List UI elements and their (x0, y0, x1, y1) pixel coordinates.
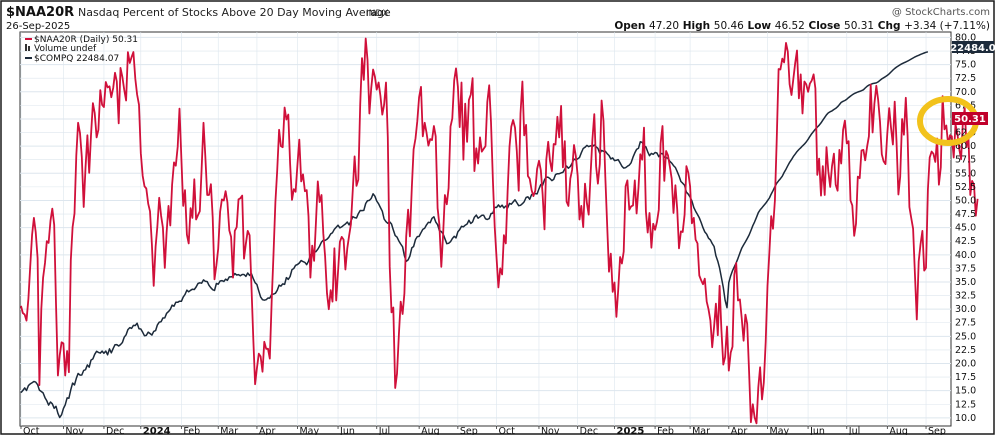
legend: $NAA20R (Daily) 50.31 Volume undef $COMP… (25, 35, 138, 64)
x-tick-label: Nov (541, 426, 560, 435)
chart-date: 26-Sep-2025 (6, 21, 70, 32)
x-tick-label: Oct (499, 426, 516, 435)
x-tick-label: Jun (809, 426, 825, 435)
x-tick-label: Jul (848, 426, 860, 435)
series-layer (20, 37, 979, 425)
compq-price-label: 22484.0 (950, 43, 995, 54)
y-tick-label: 27.5 (955, 318, 976, 329)
x-tick-label: Dec (580, 426, 598, 435)
x-tick-label: May (770, 426, 790, 435)
volume-bar-icon (25, 44, 27, 51)
y-tick-label: 60.0 (955, 141, 976, 152)
y-tick-label: 75.0 (955, 60, 976, 71)
y-tick-label: 47.5 (955, 209, 976, 220)
y-tick-label: 20.0 (955, 359, 976, 370)
y-tick-label: 35.0 (955, 277, 976, 288)
y-tick-label: 45.0 (955, 223, 976, 234)
x-tick-label: Feb (657, 426, 674, 435)
y-tick-label: 25.0 (955, 331, 976, 342)
naa20r-price-label: 50.31 (954, 114, 986, 125)
series-line-naa20r (20, 37, 979, 425)
y-tick-label: 42.5 (955, 236, 976, 247)
high-value: 50.46 (714, 20, 744, 32)
naa20r-price-tag (952, 112, 988, 125)
legend-label-compq: $COMPQ 22484.07 (34, 54, 119, 64)
x-tick-label: Apr (259, 426, 276, 435)
y-axis: 10.0 12.5 15.0 17.5 20.0 22.5 25.0 27.5 30.0 32.5… (955, 32, 976, 423)
x-tick-label: Dec (106, 426, 124, 435)
chart-exchange: INDX (366, 9, 388, 19)
y-tick-label: 22.5 (955, 345, 976, 356)
open-label: Open (614, 20, 645, 32)
x-tick-label: 2025 (617, 426, 645, 435)
y-tick-label: 15.0 (955, 386, 976, 397)
legend-label-naa20r: $NAA20R (Daily) 50.31 (34, 35, 138, 45)
series-line-compq (20, 51, 929, 419)
chart-description: Nasdaq Percent of Stocks Above 20 Day Mo… (78, 6, 391, 19)
high-label: High (683, 20, 710, 32)
open-value: 47.20 (649, 20, 679, 32)
y-tick-label: 17.5 (955, 372, 976, 383)
x-tick-label: Apr (731, 426, 748, 435)
x-tick-label: May (299, 426, 319, 435)
low-label: Low (748, 20, 772, 32)
volume-bar-icon-2 (28, 46, 30, 51)
low-value: 46.52 (775, 20, 805, 32)
x-tick-label: Jun (339, 426, 355, 435)
x-tick-label: Mar (692, 426, 710, 435)
close-label: Close (809, 20, 841, 32)
x-tick-label: Aug (889, 426, 908, 435)
gridlines (20, 32, 951, 426)
y-tick-label: 30.0 (955, 304, 976, 315)
y-tick-label: 52.5 (955, 182, 976, 193)
y-tick-label: 57.5 (955, 155, 976, 166)
x-tick-label: Aug (421, 426, 440, 435)
x-tick-label: 2024 (143, 426, 171, 435)
y-tick-label: 12.5 (955, 399, 976, 410)
x-tick-label: Jul (378, 426, 390, 435)
chg-value: +3.34 (+7.11%) (904, 20, 990, 32)
x-axis: Oct Nov Dec 2024 Feb Mar Apr May Jun Jul Aug Sep Oct… (20, 426, 946, 437)
y-tick-label: 50.0 (955, 195, 976, 206)
close-value: 50.31 (844, 20, 874, 32)
x-tick-label: Sep (460, 426, 478, 435)
x-tick-label: Sep (928, 426, 946, 435)
y-tick-label: 80.0 (955, 32, 976, 43)
x-tick-label: Nov (65, 426, 84, 435)
y-tick-label: 70.0 (955, 87, 976, 98)
y-tick-label: 10.0 (955, 413, 976, 424)
chg-label: Chg (878, 20, 901, 32)
x-tick-label: Feb (183, 426, 200, 435)
x-tick-label: Oct (23, 426, 40, 435)
y-tick-label: 37.5 (955, 263, 976, 274)
chart-symbol: $NAA20R (6, 5, 74, 20)
y-tick-label: 62.5 (955, 128, 976, 139)
legend-label-volume: Volume undef (34, 44, 97, 54)
y-tick-label: 32.5 (955, 291, 976, 302)
plot-area (19, 31, 952, 427)
compq-price-tag (952, 41, 994, 53)
y-tick-label: 72.5 (955, 73, 976, 84)
y-tick-label: 40.0 (955, 250, 976, 261)
y-tick-label: 55.0 (955, 168, 976, 179)
ohlc-readout: Open 47.20 High 50.46 Low 46.52 Close 50… (614, 20, 990, 32)
x-tick-label: Mar (220, 426, 238, 435)
copyright-text: @ StockCharts.com (892, 7, 990, 18)
